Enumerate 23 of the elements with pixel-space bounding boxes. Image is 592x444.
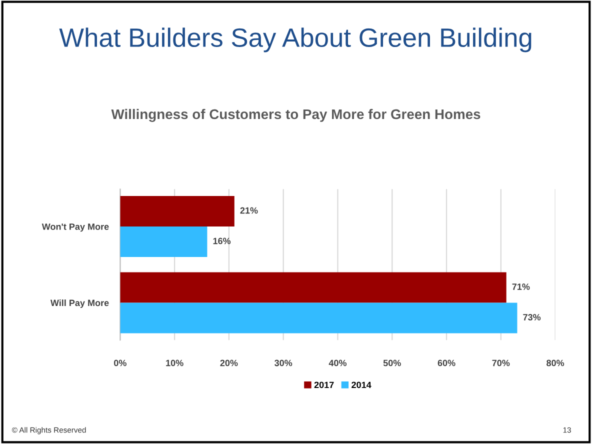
x-tick-label: 40% [328, 360, 347, 366]
y-tick-label: Won't Pay More [42, 224, 109, 232]
x-tick-label: 60% [438, 360, 456, 366]
legend-label: 2017 [314, 382, 334, 388]
x-tick-label: 20% [220, 360, 238, 366]
chart-subtitle: Willingness of Customers to Pay More for Green Homes [111, 108, 480, 122]
bar [120, 226, 208, 257]
x-tick-label: 70% [492, 360, 510, 366]
legend-label: 2014 [352, 382, 372, 388]
bar [120, 272, 506, 303]
data-label: 21% [240, 207, 258, 214]
x-tick-label: 80% [546, 360, 564, 366]
x-tick-label: 30% [274, 360, 292, 366]
x-tick-label: 50% [383, 360, 401, 366]
bar [120, 302, 518, 334]
data-label: 71% [512, 284, 530, 290]
y-tick-label: Will Pay More [50, 299, 109, 308]
data-label: 73% [523, 314, 541, 320]
bar [120, 196, 234, 227]
data-label: 16% [213, 238, 231, 244]
x-tick-label: 0% [114, 360, 126, 366]
chart-title: What Builders Say About Green Building [59, 28, 532, 52]
x-tick-label: 10% [166, 360, 184, 366]
